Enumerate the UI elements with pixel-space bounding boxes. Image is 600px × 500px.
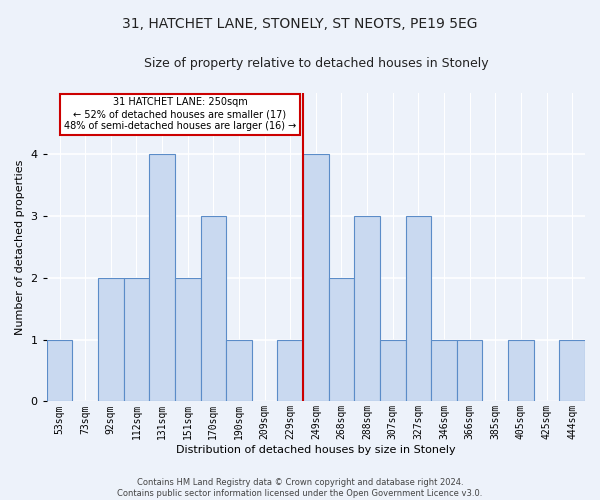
Bar [329, 278, 355, 402]
Bar [508, 340, 534, 402]
Y-axis label: Number of detached properties: Number of detached properties [15, 160, 25, 334]
Bar [47, 340, 73, 402]
Bar [124, 278, 149, 402]
Bar [277, 340, 303, 402]
Bar [200, 216, 226, 402]
Text: 31 HATCHET LANE: 250sqm
← 52% of detached houses are smaller (17)
48% of semi-de: 31 HATCHET LANE: 250sqm ← 52% of detache… [64, 98, 296, 130]
Bar [175, 278, 200, 402]
Text: Contains HM Land Registry data © Crown copyright and database right 2024.
Contai: Contains HM Land Registry data © Crown c… [118, 478, 482, 498]
Bar [226, 340, 252, 402]
Bar [559, 340, 585, 402]
Bar [431, 340, 457, 402]
Bar [98, 278, 124, 402]
Bar [406, 216, 431, 402]
Bar [380, 340, 406, 402]
Bar [457, 340, 482, 402]
Title: Size of property relative to detached houses in Stonely: Size of property relative to detached ho… [143, 58, 488, 70]
Text: 31, HATCHET LANE, STONELY, ST NEOTS, PE19 5EG: 31, HATCHET LANE, STONELY, ST NEOTS, PE1… [122, 18, 478, 32]
Bar [303, 154, 329, 402]
X-axis label: Distribution of detached houses by size in Stonely: Distribution of detached houses by size … [176, 445, 455, 455]
Bar [355, 216, 380, 402]
Bar [149, 154, 175, 402]
